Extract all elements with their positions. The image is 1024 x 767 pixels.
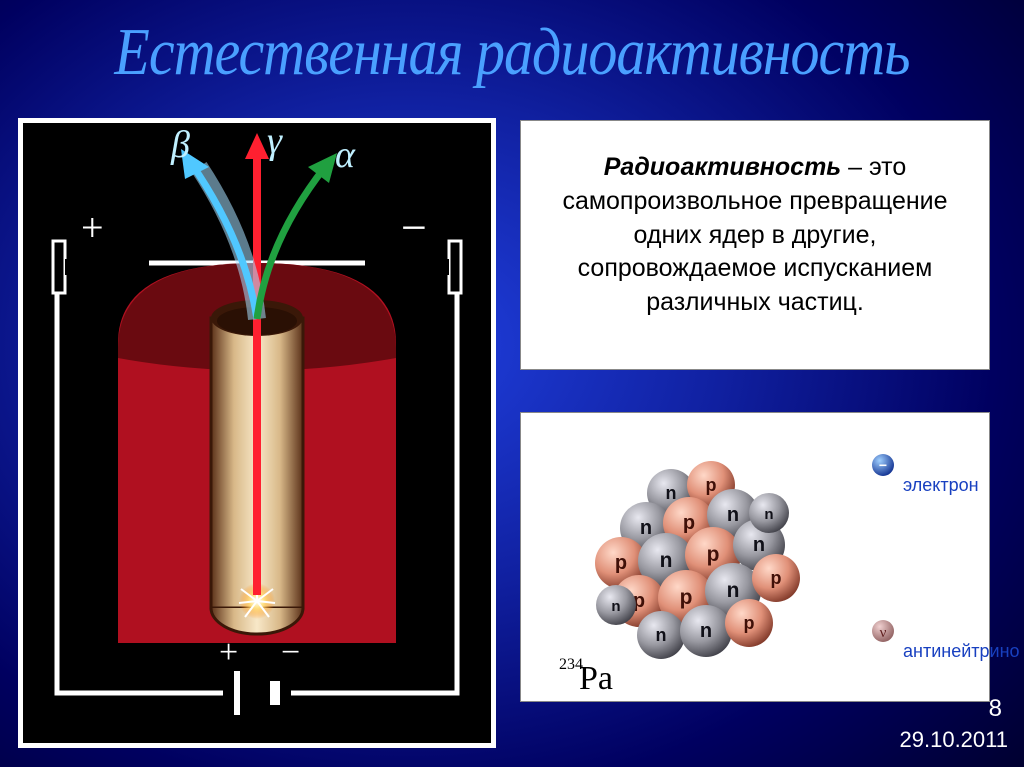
plate-right-inner (365, 241, 381, 293)
svg-text:p: p (706, 475, 717, 495)
svg-text:p: p (615, 552, 627, 574)
svg-text:n: n (764, 506, 773, 523)
antineutrino-label: антинейтрино (903, 641, 1020, 662)
svg-text:n: n (727, 579, 740, 602)
plate-right (449, 241, 461, 293)
electron-symbol: − (879, 457, 887, 473)
definition-card: Радиоактивность – это самопроизвольное п… (520, 120, 990, 370)
alpha-label: α (335, 134, 356, 176)
page-number: 8 (989, 695, 1002, 723)
radiation-diagram: + − + − (18, 118, 496, 748)
svg-text:n: n (753, 534, 765, 556)
svg-text:p: p (683, 512, 695, 534)
beta-label: β (170, 124, 190, 166)
nucleus-cluster: npnpnpnpnppnpnnpnn (595, 461, 800, 659)
plate-left-inner (133, 241, 149, 293)
gamma-label: γ (267, 123, 283, 162)
nucleus-card: npnpnpnpnppnpnnpnn − ν 234 Pa электрон а… (520, 412, 990, 702)
svg-text:p: p (680, 586, 693, 609)
svg-text:p: p (771, 568, 782, 588)
svg-text:n: n (660, 549, 673, 572)
svg-text:n: n (640, 517, 652, 539)
plate-left (53, 241, 65, 293)
antineutrino-symbol: ν (880, 625, 887, 641)
svg-text:n: n (727, 504, 739, 526)
plate-minus: − (401, 202, 427, 253)
svg-text:n: n (666, 483, 677, 503)
wire-gap (223, 685, 291, 701)
svg-text:n: n (611, 598, 620, 615)
svg-text:n: n (656, 625, 667, 645)
slide-title: Естественная радиоактивность (0, 13, 1024, 90)
plate-plus: + (81, 205, 104, 250)
electron-label: электрон (903, 475, 979, 496)
plate-left-arm (65, 259, 141, 275)
svg-text:p: p (707, 543, 720, 566)
definition-term: Радиоактивность (604, 153, 841, 181)
slide-date: 29.10.2011 (900, 727, 1008, 753)
radiation-svg: + − + − (23, 123, 491, 743)
svg-text:n: n (700, 620, 712, 642)
isotope-symbol: Pa (579, 660, 613, 697)
svg-text:p: p (744, 613, 755, 633)
plate-right-arm (373, 259, 449, 275)
gamma-arrow (245, 133, 269, 159)
